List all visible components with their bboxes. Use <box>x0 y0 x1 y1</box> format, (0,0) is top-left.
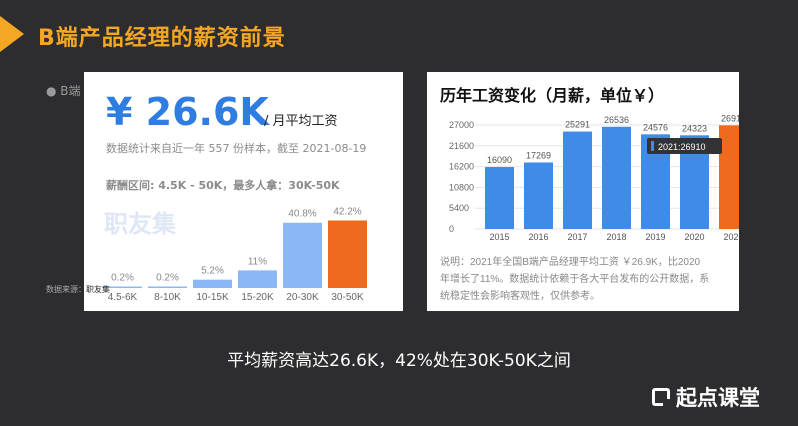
chart-note-line: 年增长了11%。数据统计依赖于各大平台发布的公开数据，系 <box>440 272 709 285</box>
salary-range: 薪酬区间: 4.5K - 50K，最多人拿：30K-50K <box>106 179 340 192</box>
watermark: 职友集 <box>104 210 176 238</box>
bar-2017 <box>563 131 592 229</box>
bar-value-label: 40.8% <box>288 209 316 220</box>
title-arrow-icon <box>0 16 24 52</box>
bullet-label: B端 <box>60 84 81 98</box>
bar-value-label: 24576 <box>643 122 668 132</box>
page-title: B端产品经理的薪资前景 <box>38 26 286 51</box>
logo-text: 起点课堂 <box>676 386 760 410</box>
category-label: 8-10K <box>154 292 181 303</box>
sample-stats: 数据统计来自近一年 557 份样本，截至 2021-08-19 <box>106 142 367 155</box>
category-label: 2020 <box>684 232 704 242</box>
bar-value-label: 25291 <box>565 120 590 130</box>
category-label: 30-50K <box>331 292 364 303</box>
data-source: 数据来源：职友集 <box>46 284 110 295</box>
summary-text: 平均薪资高达26.6K，42%处在30K-50K之间 <box>227 351 571 371</box>
category-label: 2016 <box>528 232 548 242</box>
bullet-text: ● B端 <box>46 84 81 98</box>
bar-15-20K <box>238 270 277 288</box>
y-tick-label: 16200 <box>449 162 474 172</box>
bar-2018 <box>602 126 631 229</box>
bar-value-label: 26910 <box>721 113 739 123</box>
source-value: 职友集 <box>86 285 110 294</box>
category-label: 10-15K <box>196 292 229 303</box>
chart-note-line: 说明：2021年全国B端产品经理平均工资 ￥26.9K，比2020 <box>440 255 701 268</box>
y-tick-label: 27000 <box>449 120 474 130</box>
logo-icon <box>652 388 671 407</box>
category-label: 2021 <box>723 232 739 242</box>
bar-2015 <box>485 167 514 229</box>
average-salary: ¥ 26.6K <box>106 90 269 134</box>
bar-value-label: 0.2% <box>111 273 134 284</box>
category-label: 15-20K <box>241 292 274 303</box>
bar-2016 <box>524 162 553 229</box>
bar-value-label: 17269 <box>526 150 551 160</box>
category-label: 2018 <box>606 232 626 242</box>
salary-distribution-chart: 0.2% 4.5-6K 0.2% 8-10K 5.2% 10-15K 11% 15-20K 40… <box>103 206 367 303</box>
bar-4.5-6K <box>103 286 142 288</box>
salary-unit: / 月平均工资 <box>264 114 338 129</box>
bar-value-label: 26536 <box>604 115 629 125</box>
chart-note-line: 统稳定性会影响客观性，仅供参考。 <box>440 289 600 302</box>
brand-logo: 起点课堂 <box>652 382 760 412</box>
tooltip-box <box>647 138 722 154</box>
bar-10-15K <box>193 279 232 288</box>
bar-value-label: 0.2% <box>156 273 179 284</box>
bar-value-label: 24323 <box>682 123 707 133</box>
bar-value-label: 11% <box>248 256 267 267</box>
y-tick-label: 10800 <box>449 182 474 192</box>
bar-30-50K <box>328 220 367 288</box>
category-label: 20-30K <box>286 292 319 303</box>
source-label: 数据来源： <box>46 285 86 294</box>
chart-title: 历年工资变化（月薪，单位￥） <box>440 86 664 105</box>
bar-20-30K <box>283 222 322 288</box>
category-label: 2019 <box>645 232 665 242</box>
y-tick-label: 21600 <box>449 141 474 151</box>
bar-2021 <box>719 125 739 229</box>
salary-card: ¥ 26.6K / 月平均工资 数据统计来自近一年 557 份样本，截至 202… <box>46 72 403 311</box>
tooltip-marker-icon <box>651 141 654 151</box>
y-tick-label: 0 <box>449 224 454 234</box>
y-tick-label: 5400 <box>449 203 469 213</box>
category-label: 2017 <box>567 232 587 242</box>
bar-8-10K <box>148 286 187 288</box>
salary-trend-chart: 历年工资变化（月薪，单位￥） 27000 21600 16200 10800 5400 0… <box>440 86 739 302</box>
salary-trend-card: 历年工资变化（月薪，单位￥） 27000 21600 16200 10800 5400 0… <box>427 72 739 311</box>
tooltip-text: 2021:26910 <box>658 142 706 152</box>
bar-value-label: 42.2% <box>333 206 361 217</box>
category-label: 4.5-6K <box>108 292 138 303</box>
category-label: 2015 <box>489 232 509 242</box>
bar-value-label: 16090 <box>487 155 512 165</box>
bar-value-label: 5.2% <box>201 266 224 277</box>
